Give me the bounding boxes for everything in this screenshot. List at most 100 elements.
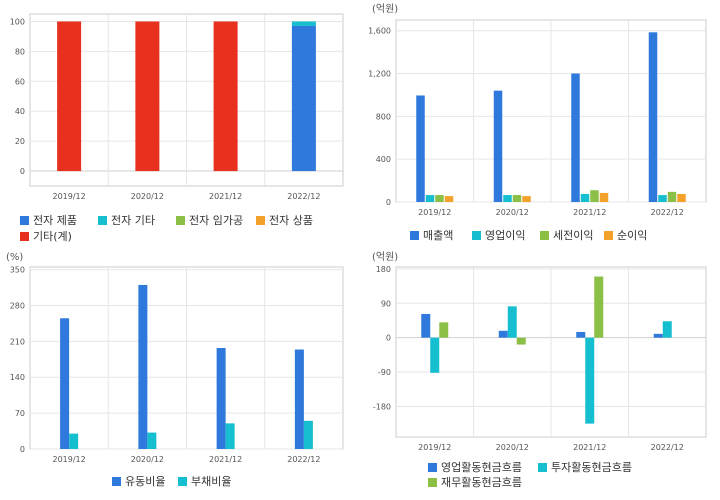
legend-item-electronic-processing: 전자 임가공 [176,214,243,227]
cashflow-bar [653,333,663,338]
cashflow-y-tick-label: 90 [381,299,391,308]
ratios-bar [69,433,79,449]
legend-label-net-profit: 순이익 [617,229,647,242]
legend-item-operating-profit: 영업이익 [472,229,525,242]
ratios-y-tick-label: 70 [15,409,25,418]
product-mix-gridlines [30,14,343,186]
product-mix-chart: 0 20 40 60 80 100 2019/12 2020/12 2021/12 2022/1… [10,13,344,201]
ratios-bar [147,432,157,449]
legend-swatch-current-ratio [112,477,121,486]
ratios-bar [138,284,148,449]
ratios-x-tick-label: 2022/12 [287,455,320,464]
product-mix-bar [291,21,316,26]
legend-item-electronic-products: 전자 제품 [20,214,77,227]
cashflow-bar [498,330,508,338]
legend-item-pretax-profit: 세전이익 [540,229,593,242]
income-legend: 매출액 영업이익 세전이익 순이익 [410,229,647,242]
ratios-gridlines [30,267,343,450]
cashflow-y-tick-label: 180 [376,265,391,274]
cashflow-x-tick-label: 2022/12 [651,443,684,452]
cashflow-bar [576,331,586,338]
ratios-x-tick-label: 2021/12 [209,455,242,464]
legend-label-electronic-products: 전자 제품 [33,214,77,227]
income-bar [425,195,435,202]
income-bars [416,32,686,202]
legend-item-current-ratio: 유동비율 [112,475,165,488]
ratios-bar [60,318,70,449]
legend-swatch-debt-ratio [178,477,187,486]
ratios-bar [303,420,313,449]
product-mix-bar [135,21,160,172]
cashflow-chart: -180 -90 0 90 180 2019/12 2020/12 2021/12 2022/… [373,265,707,452]
ratios-unit-label: (%) [6,252,23,263]
legend-swatch-electronic-merchandise [256,216,265,225]
cashflow-bar [662,321,672,338]
product-mix-legend: 전자 제품 전자 기타 전자 임가공 전자 상품 기타(계) [20,214,313,243]
ratios-bar [216,348,226,449]
product-mix-bars [57,21,316,172]
income-y-tick-label: 0 [386,198,391,207]
income-bar [677,193,686,202]
ratios-y-tick-label: 140 [10,373,25,382]
ratios-bar [225,423,235,449]
legend-label-operating-profit: 영업이익 [485,229,525,242]
ratios-x-tick-label: 2019/12 [53,455,86,464]
cashflow-legend: 영업활동현금흐름 투자활동현금흐름 재무활동현금흐름 [428,460,632,489]
product-mix-y-ticks: 0 20 40 60 80 100 [10,17,25,176]
legend-label-pretax-profit: 세전이익 [553,229,593,242]
legend-swatch-pretax-profit [540,231,549,240]
income-bar [503,195,512,202]
income-bar [658,195,667,202]
product-mix-x-tick-label: 2021/12 [209,192,242,201]
legend-swatch-revenue [410,231,419,240]
income-x-tick-label: 2019/12 [418,208,451,217]
ratios-y-tick-label: 280 [10,301,25,310]
legend-item-investing-cashflow: 투자활동현금흐름 [538,460,632,474]
ratios-y-ticks: 0 70 140 210 280 350 [10,266,25,454]
product-mix-x-tick-label: 2020/12 [131,192,164,201]
income-bar [667,191,677,202]
income-bar [493,90,503,202]
cashflow-x-tick-label: 2021/12 [573,443,606,452]
income-y-tick-label: 400 [376,155,391,164]
income-bar [648,32,658,202]
cashflow-bars [421,276,672,424]
legend-item-debt-ratio: 부채비율 [178,475,231,488]
cashflow-bar [421,313,431,338]
income-y-tick-label: 800 [376,112,391,121]
product-mix-y-tick-label: 60 [15,77,25,86]
ratios-bars [60,284,313,449]
product-mix-bar [291,25,316,172]
cashflow-bar [594,276,604,338]
income-bar [435,195,444,202]
cashflow-x-ticks: 2019/12 2020/12 2021/12 2022/12 [418,443,684,452]
product-mix-bar [213,21,238,172]
income-unit-label: (억원) [372,3,398,15]
product-mix-x-tick-label: 2019/12 [53,192,86,201]
cashflow-y-ticks: -180 -90 0 90 180 [373,265,391,412]
cashflow-y-tick-label: -180 [373,402,391,411]
product-mix-y-tick-label: 100 [10,17,25,26]
income-bar [444,196,454,202]
legend-label-operating-cashflow: 영업활동현금흐름 [441,460,522,474]
legend-label-electronic-processing: 전자 임가공 [189,214,243,227]
product-mix-y-tick-label: 40 [15,107,25,116]
income-x-tick-label: 2021/12 [573,208,606,217]
legend-swatch-net-profit [604,231,613,240]
legend-swatch-investing-cashflow [538,463,547,472]
product-mix-x-ticks: 2019/12 2020/12 2021/12 2022/12 [53,192,321,201]
ratios-y-tick-label: 350 [10,266,25,275]
legend-label-electronic-merchandise: 전자 상품 [269,214,313,227]
ratios-bar [294,349,304,449]
legend-item-operating-cashflow: 영업활동현금흐름 [428,460,522,474]
cashflow-x-tick-label: 2019/12 [418,443,451,452]
ratios-legend: 유동비율 부채비율 [112,475,231,488]
cashflow-unit-label: (억원) [372,251,398,263]
legend-item-financing-cashflow: 재무활동현금흐름 [428,475,522,489]
legend-label-financing-cashflow: 재무활동현금흐름 [441,475,522,489]
income-x-ticks: 2019/12 2020/12 2021/12 2022/12 [418,208,684,217]
income-y-tick-label: 1,600 [368,27,391,36]
income-bar [522,196,531,202]
cashflow-bar [430,337,440,373]
